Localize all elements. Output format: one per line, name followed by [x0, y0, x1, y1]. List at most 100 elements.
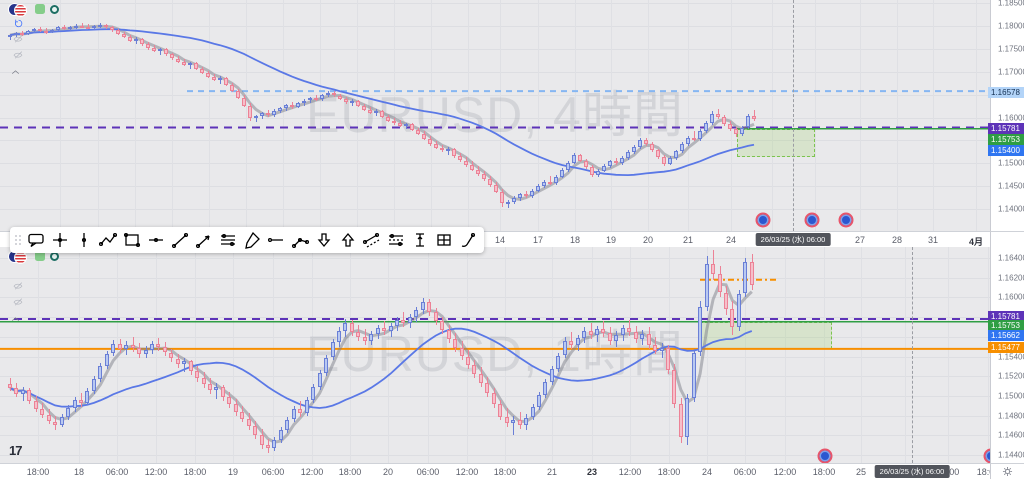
grid-line-v: [861, 247, 862, 463]
economic-event-icon[interactable]: [838, 212, 854, 228]
candle-body: [401, 320, 406, 324]
indicator-row-sma3[interactable]: [8, 297, 59, 310]
candle-body: [476, 169, 480, 175]
candle-body: [375, 327, 380, 334]
toolbar-drag-handle[interactable]: [14, 231, 22, 249]
tool-callout-button[interactable]: [24, 228, 48, 252]
economic-event-icon[interactable]: [817, 448, 833, 463]
candle-body: [146, 44, 150, 49]
eye-off-icon[interactable]: [13, 297, 24, 311]
candle-body: [33, 400, 38, 409]
tool-cross-button[interactable]: [48, 228, 72, 252]
candle-body: [98, 366, 103, 380]
indicator-row-sma2[interactable]: [8, 34, 59, 47]
tool-horizontal-ray-button[interactable]: [264, 228, 288, 252]
time-tick: 24: [701, 467, 713, 477]
tool-arrow-up-button[interactable]: [336, 228, 360, 252]
economic-event-icon[interactable]: [983, 448, 990, 463]
candle-body: [582, 330, 587, 338]
panel-bottom-chart[interactable]: EURUSD, 1時間: [0, 247, 990, 463]
economic-event-icon[interactable]: [804, 212, 820, 228]
time-tick: 06:00: [261, 467, 285, 477]
vertical-line-icon: [81, 233, 87, 247]
candle-body: [453, 338, 458, 348]
rectangle-icon: [123, 232, 141, 248]
tool-brush-button[interactable]: [456, 228, 480, 252]
candle-body: [458, 155, 462, 161]
candle-body: [248, 105, 252, 119]
candle-body: [530, 406, 535, 418]
crosshair-date-tooltip: 26/03/25 (水) 06:00: [755, 233, 831, 246]
price-range-icon: [416, 233, 424, 247]
tool-gann-box-button[interactable]: [432, 228, 456, 252]
candle-body: [195, 371, 200, 379]
candle-body: [291, 408, 296, 420]
indicator-row-sma1[interactable]: [8, 265, 59, 278]
tool-arrow-down-button[interactable]: [312, 228, 336, 252]
time-axis-bottom[interactable]: 18:00 18 06:00 12:00 18:00 19 06:00 12:00 18:00 2…: [0, 463, 1024, 479]
candle-body: [143, 349, 148, 355]
symbol-title-row[interactable]: [8, 3, 59, 17]
grid-line-v: [897, 0, 898, 231]
tradingview-logo[interactable]: 17: [9, 443, 23, 458]
candle-body: [130, 344, 135, 348]
price-tick-label: 1.16200: [998, 273, 1024, 283]
arrow-line-icon: [195, 235, 210, 249]
tool-zigzag-button[interactable]: [96, 228, 120, 252]
indicator-row-sma2[interactable]: [8, 281, 59, 294]
price-label: 1.16578: [988, 86, 1024, 98]
candle-body: [137, 347, 141, 355]
time-tick: 06:00: [733, 467, 757, 477]
legend-collapse-button[interactable]: [8, 66, 23, 78]
tool-pen-button[interactable]: [240, 228, 264, 252]
price-label: 1.15753: [988, 133, 1024, 145]
eye-off-icon[interactable]: [13, 50, 24, 64]
time-tick: 18: [73, 467, 85, 477]
candle-body: [488, 178, 492, 186]
candle-body: [500, 191, 504, 204]
candle-body: [556, 355, 561, 370]
candle-body: [472, 365, 477, 375]
candle-body: [242, 97, 246, 106]
candle-body: [716, 113, 720, 117]
tool-arrow-line-button[interactable]: [192, 228, 216, 252]
candle-body: [149, 343, 154, 350]
tool-horizontal-line-button[interactable]: [144, 228, 168, 252]
candle-body: [626, 152, 630, 158]
tool-parallel-lines-button[interactable]: [216, 228, 240, 252]
candle-body: [285, 419, 290, 431]
tool-vertical-line-button[interactable]: [72, 228, 96, 252]
candle-body: [349, 323, 354, 332]
eye-off-icon[interactable]: [13, 281, 24, 295]
candle-body: [8, 384, 12, 388]
tool-price-range-button[interactable]: [408, 228, 432, 252]
candle-body: [420, 302, 425, 311]
time-tick: 18:00: [26, 467, 50, 477]
candle-body: [311, 387, 316, 400]
time-tick: 12:00: [300, 467, 324, 477]
candle-body: [368, 109, 372, 113]
axis-settings[interactable]: [990, 463, 1024, 479]
legend-collapse-button[interactable]: [8, 313, 23, 325]
tool-trend-line-button[interactable]: [168, 228, 192, 252]
tool-rectangle-button[interactable]: [120, 228, 144, 252]
candle-body: [596, 170, 600, 176]
candle-body: [601, 328, 606, 333]
dashed-channel-icon: [362, 232, 380, 248]
drawing-toolbar[interactable]: [10, 227, 484, 253]
gear-icon: [1002, 466, 1013, 477]
tool-angle-line-button[interactable]: [288, 228, 312, 252]
tool-flat-channel-button[interactable]: [384, 228, 408, 252]
economic-event-icon[interactable]: [755, 212, 771, 228]
tool-dashed-channel-button[interactable]: [360, 228, 384, 252]
panel-top-chart[interactable]: EURUSD, 4時間: [0, 0, 990, 231]
candle-body: [595, 328, 599, 335]
candle-body: [730, 309, 735, 327]
eye-off-icon[interactable]: [13, 34, 24, 48]
indicator-row-sma3[interactable]: [8, 50, 59, 63]
candle-body: [668, 157, 672, 165]
symbol-title-row[interactable]: [8, 250, 59, 264]
candle-body: [218, 77, 222, 80]
candle-body: [330, 341, 335, 358]
indicator-row-sma1[interactable]: [8, 18, 59, 31]
